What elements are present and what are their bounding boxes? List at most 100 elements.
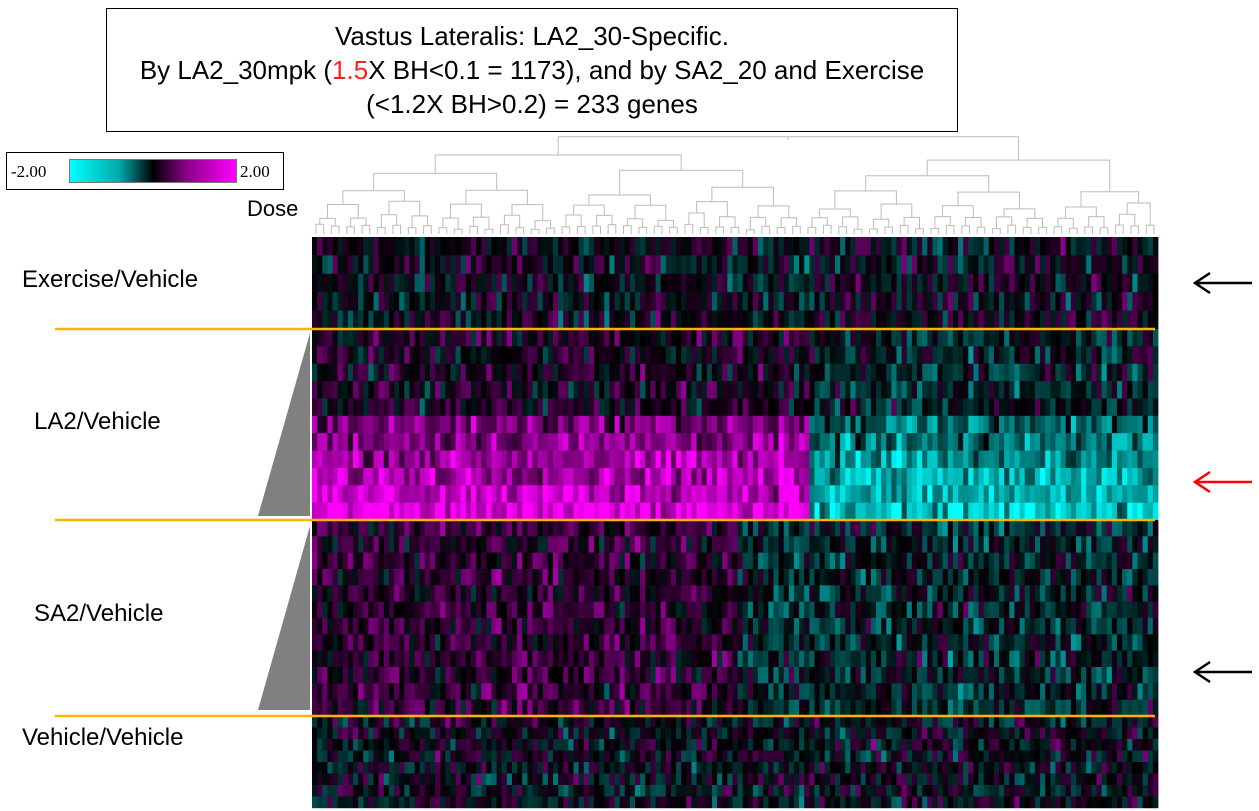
heatmap-cell — [455, 699, 462, 717]
heatmap-cell — [783, 273, 790, 293]
heatmap-cell — [583, 485, 590, 503]
heatmap-cell — [465, 683, 472, 700]
heatmap-cell — [409, 485, 415, 503]
heatmap-cell — [809, 433, 815, 451]
heatmap-cell — [604, 727, 610, 740]
heatmap-cell — [640, 520, 646, 537]
heatmap-cell — [547, 569, 554, 586]
heatmap-cell — [568, 552, 574, 570]
heatmap-cell — [573, 363, 580, 382]
heatmap-cell — [383, 398, 390, 417]
heatmap-cell — [563, 255, 569, 274]
heatmap-cell — [706, 255, 713, 274]
heatmap-cell — [332, 467, 339, 486]
heatmap-cell — [681, 450, 687, 469]
heatmap-cell — [799, 310, 805, 330]
heatmap-cell — [609, 467, 615, 486]
heatmap-cell — [322, 536, 328, 553]
heatmap-cell — [511, 292, 518, 311]
heatmap-cell — [1029, 415, 1036, 434]
heatmap-cell — [747, 273, 754, 293]
heatmap-cell — [901, 292, 908, 311]
heatmap-cell — [609, 255, 615, 274]
heatmap-cell — [599, 363, 605, 382]
heatmap-cell — [968, 650, 974, 668]
heatmap-cell — [481, 292, 487, 311]
heatmap-cell — [973, 346, 979, 364]
heatmap-cell — [486, 552, 492, 570]
heatmap-cell — [819, 363, 826, 382]
heatmap-cell — [645, 569, 651, 586]
heatmap-cell — [496, 237, 503, 256]
heatmap-cell — [809, 536, 815, 553]
heatmap-cell — [917, 237, 923, 256]
heatmap-cell — [1070, 699, 1077, 717]
heatmap-cell — [1101, 520, 1108, 537]
heatmap-cell — [542, 552, 549, 570]
heatmap-cell — [722, 699, 728, 717]
heatmap-cell — [706, 727, 713, 740]
heatmap-cell — [599, 618, 605, 635]
heatmap-cell — [609, 415, 615, 434]
heatmap-cell — [768, 433, 774, 451]
heatmap-cell — [829, 716, 836, 728]
heatmap-cell — [1091, 237, 1097, 256]
heatmap-cell — [670, 255, 677, 274]
heatmap-cell — [337, 450, 344, 469]
heatmap-cell — [378, 237, 385, 256]
heatmap-cell — [588, 601, 595, 619]
heatmap-cell — [1147, 667, 1154, 684]
heatmap-cell — [865, 502, 872, 521]
heatmap-cell — [552, 346, 559, 364]
heatmap-cell — [1152, 255, 1159, 274]
heatmap-cell — [952, 650, 959, 668]
heatmap-cell — [717, 415, 723, 434]
heatmap-cell — [881, 329, 887, 347]
heatmap-cell — [312, 634, 318, 651]
heatmap-cell — [388, 618, 395, 635]
heatmap-cell — [1086, 346, 1092, 364]
heatmap-cell — [988, 363, 995, 382]
heatmap-cell — [1122, 536, 1128, 553]
heatmap-cell — [640, 536, 646, 553]
heatmap-cell — [578, 667, 585, 684]
heatmap-cell — [963, 536, 969, 553]
heatmap-cell — [1029, 237, 1036, 256]
heatmap-cell — [322, 569, 328, 586]
heatmap-cell — [717, 634, 723, 651]
heatmap-cell — [1075, 699, 1082, 717]
heatmap-cell — [342, 346, 349, 364]
heatmap-cell — [552, 273, 559, 293]
heatmap-cell — [742, 467, 749, 486]
heatmap-cell — [999, 292, 1005, 311]
heatmap-cell — [773, 716, 779, 728]
heatmap-cell — [486, 485, 492, 503]
heatmap-cell — [358, 520, 364, 537]
heatmap-cell — [373, 433, 380, 451]
heatmap-cell — [840, 601, 846, 619]
heatmap-cell — [968, 618, 974, 635]
heatmap-cell — [337, 255, 344, 274]
heatmap-cell — [429, 329, 436, 347]
heatmap-cell — [1111, 618, 1118, 635]
heatmap-cell — [481, 699, 487, 717]
heatmap-cell — [783, 536, 790, 553]
heatmap-cell — [1111, 520, 1118, 537]
heatmap-cell — [511, 536, 518, 553]
heatmap-cell — [640, 634, 646, 651]
heatmap-cell — [906, 502, 913, 521]
heatmap-cell — [378, 601, 385, 619]
heatmap-cell — [599, 585, 605, 602]
heatmap-cell — [1024, 363, 1031, 382]
heatmap-cell — [1106, 683, 1113, 700]
heatmap-cell — [1065, 569, 1072, 586]
heatmap-cell — [1106, 485, 1113, 503]
heatmap-cell — [711, 273, 718, 293]
heatmap-cell — [568, 716, 574, 728]
heatmap-cell — [635, 536, 641, 553]
heatmap-cell — [922, 310, 928, 330]
heatmap-cell — [952, 433, 959, 451]
heatmap-cell — [1142, 329, 1149, 347]
heatmap-cell — [1152, 467, 1159, 486]
heatmap-cell — [819, 485, 826, 503]
